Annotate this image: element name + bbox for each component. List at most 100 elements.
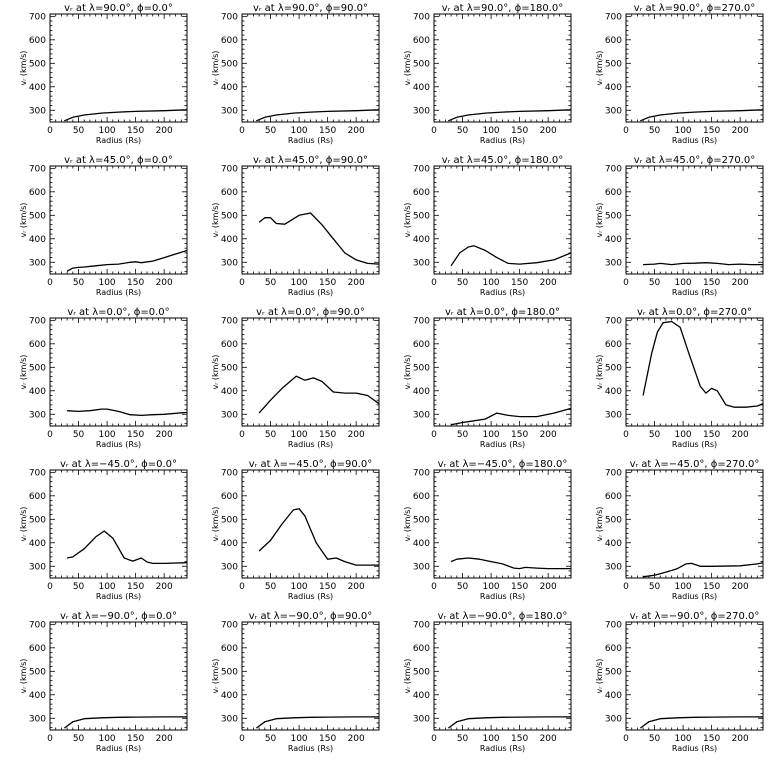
y-tick-label: 500 [605, 363, 622, 373]
x-tick-label: 150 [511, 430, 528, 440]
y-tick-label: 700 [413, 620, 430, 630]
x-axis-label: Radius (Rs) [96, 288, 141, 297]
panel-16: vᵣ at λ=−45.0°, ϕ=270.0° 0 50 100 150 200 300 4… [595, 459, 764, 601]
panel-title: vᵣ at λ=0.0°, ϕ=0.0° [67, 307, 169, 318]
panel-title: vᵣ at λ=45.0°, ϕ=180.0° [442, 155, 563, 166]
x-tick-label: 100 [482, 734, 499, 744]
x-tick-label: 100 [674, 430, 691, 440]
x-tick-label: 100 [674, 734, 691, 744]
x-tick-label: 50 [73, 126, 85, 136]
y-tick-label: 600 [221, 492, 238, 502]
x-tick-label: 150 [127, 582, 144, 592]
x-axis-label: Radius (Rs) [288, 440, 333, 449]
y-tick-label: 700 [605, 468, 622, 478]
y-tick-label: 600 [221, 644, 238, 654]
y-tick-label: 400 [29, 235, 46, 245]
x-axis-label: Radius (Rs) [480, 288, 525, 297]
y-tick-label: 700 [29, 316, 46, 326]
plot-frame [433, 13, 572, 123]
y-tick-label: 500 [29, 211, 46, 221]
panel-19: vᵣ at λ=−90.0°, ϕ=180.0° 0 50 100 150 200 300 4… [403, 611, 572, 753]
x-axis-label: Radius (Rs) [480, 744, 525, 753]
x-tick-label: 50 [265, 582, 277, 592]
panel-11: vᵣ at λ=0.0°, ϕ=180.0° 0 50 100 150 200 300 400… [403, 307, 572, 449]
series-line [256, 109, 380, 122]
y-tick-label: 500 [221, 515, 238, 525]
y-tick-label: 500 [29, 515, 46, 525]
y-axis-label: vᵣ (km/s) [403, 659, 412, 694]
y-axis-label: vᵣ (km/s) [19, 659, 28, 694]
x-axis-label: Radius (Rs) [288, 288, 333, 297]
series-line [67, 408, 188, 417]
panel-18: vᵣ at λ=−90.0°, ϕ=90.0° 0 50 100 150 200 300 40… [211, 611, 380, 753]
panel-title: vᵣ at λ=45.0°, ϕ=90.0° [253, 155, 368, 166]
y-tick-label: 500 [605, 59, 622, 69]
x-tick-label: 100 [290, 582, 307, 592]
x-tick-label: 0 [431, 430, 437, 440]
y-tick-label: 300 [413, 714, 430, 724]
y-axis-label: vᵣ (km/s) [19, 203, 28, 238]
x-axis-label: Radius (Rs) [288, 136, 333, 145]
plot-frame [625, 621, 764, 731]
x-tick-label: 100 [674, 278, 691, 288]
y-tick-label: 600 [29, 340, 46, 350]
y-axis-label: vᵣ (km/s) [403, 507, 412, 542]
y-tick-label: 300 [605, 410, 622, 420]
series-line [66, 249, 188, 272]
series-line [255, 716, 379, 729]
y-tick-label: 700 [221, 620, 238, 630]
x-tick-label: 100 [482, 278, 499, 288]
y-tick-label: 600 [413, 36, 430, 46]
y-tick-label: 300 [29, 106, 46, 116]
x-tick-label: 0 [623, 734, 629, 744]
y-axis-label: vᵣ (km/s) [595, 507, 604, 542]
x-tick-label: 200 [348, 430, 365, 440]
y-tick-label: 500 [221, 667, 238, 677]
y-tick-label: 700 [221, 164, 238, 174]
x-tick-label: 200 [540, 430, 557, 440]
panel-title: vᵣ at λ=−45.0°, ϕ=90.0° [249, 459, 372, 470]
panel-17: vᵣ at λ=−90.0°, ϕ=0.0° 0 50 100 150 200 300 400… [19, 611, 188, 753]
x-tick-label: 0 [623, 126, 629, 136]
series-line [642, 320, 764, 408]
y-tick-label: 600 [605, 188, 622, 198]
x-tick-label: 100 [482, 126, 499, 136]
y-tick-label: 300 [605, 714, 622, 724]
y-tick-label: 400 [29, 539, 46, 549]
x-tick-label: 100 [482, 430, 499, 440]
y-tick-label: 300 [413, 562, 430, 572]
y-axis-label: vᵣ (km/s) [595, 203, 604, 238]
y-tick-label: 300 [221, 106, 238, 116]
y-tick-label: 500 [605, 211, 622, 221]
panel-title: vᵣ at λ=45.0°, ϕ=270.0° [634, 155, 755, 166]
y-tick-label: 500 [413, 363, 430, 373]
y-tick-label: 600 [413, 188, 430, 198]
y-axis-label: vᵣ (km/s) [19, 355, 28, 390]
series-line [258, 375, 380, 414]
x-tick-label: 200 [348, 582, 365, 592]
panel-12: vᵣ at λ=0.0°, ϕ=270.0° 0 50 100 150 200 300 400… [595, 307, 764, 449]
x-tick-label: 150 [511, 582, 528, 592]
x-tick-label: 50 [649, 126, 661, 136]
x-tick-label: 200 [540, 278, 557, 288]
y-tick-label: 500 [29, 59, 46, 69]
x-tick-label: 0 [431, 126, 437, 136]
x-tick-label: 200 [732, 430, 749, 440]
panel-title: vᵣ at λ=−90.0°, ϕ=270.0° [630, 611, 760, 622]
x-tick-label: 150 [511, 126, 528, 136]
x-tick-label: 0 [47, 126, 53, 136]
y-tick-label: 500 [221, 363, 238, 373]
x-tick-label: 200 [156, 582, 173, 592]
y-tick-label: 700 [413, 316, 430, 326]
series-line [643, 262, 763, 266]
panel-4: vᵣ at λ=90.0°, ϕ=270.0° 0 50 100 150 200 300 40… [595, 3, 764, 145]
panel-title: vᵣ at λ=90.0°, ϕ=90.0° [253, 3, 368, 14]
x-tick-label: 200 [540, 582, 557, 592]
x-tick-label: 150 [319, 582, 336, 592]
plot-frame [241, 469, 380, 579]
y-tick-label: 600 [605, 644, 622, 654]
y-tick-label: 700 [221, 468, 238, 478]
y-tick-label: 400 [221, 83, 238, 93]
x-tick-label: 200 [732, 734, 749, 744]
y-tick-label: 600 [413, 492, 430, 502]
